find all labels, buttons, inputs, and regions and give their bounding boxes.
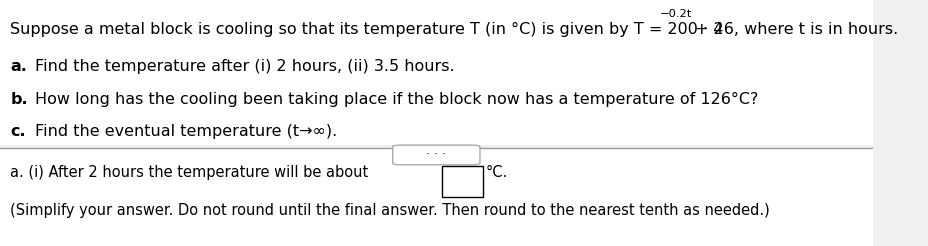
Text: °C.: °C. <box>484 165 507 180</box>
Text: b.: b. <box>10 92 28 107</box>
Text: c.: c. <box>10 124 26 139</box>
Text: How long has the cooling been taking place if the block now has a temperature of: How long has the cooling been taking pla… <box>35 92 757 107</box>
Text: (Simplify your answer. Do not round until the final answer. Then round to the ne: (Simplify your answer. Do not round unti… <box>10 203 769 218</box>
Text: · · ·: · · · <box>426 149 445 161</box>
FancyBboxPatch shape <box>0 148 871 246</box>
Text: Find the temperature after (i) 2 hours, (ii) 3.5 hours.: Find the temperature after (i) 2 hours, … <box>35 59 454 74</box>
Text: + 26, where t is in hours.: + 26, where t is in hours. <box>694 22 896 37</box>
FancyBboxPatch shape <box>0 0 871 145</box>
Text: a.: a. <box>10 59 27 74</box>
Text: −0.2t: −0.2t <box>659 9 691 19</box>
Text: a. (i) After 2 hours the temperature will be about: a. (i) After 2 hours the temperature wil… <box>10 165 368 180</box>
FancyBboxPatch shape <box>441 166 483 197</box>
Text: Find the eventual temperature (t→∞).: Find the eventual temperature (t→∞). <box>35 124 337 139</box>
Text: Suppose a metal block is cooling so that its temperature T (in °C) is given by T: Suppose a metal block is cooling so that… <box>10 22 723 37</box>
FancyBboxPatch shape <box>393 145 480 165</box>
